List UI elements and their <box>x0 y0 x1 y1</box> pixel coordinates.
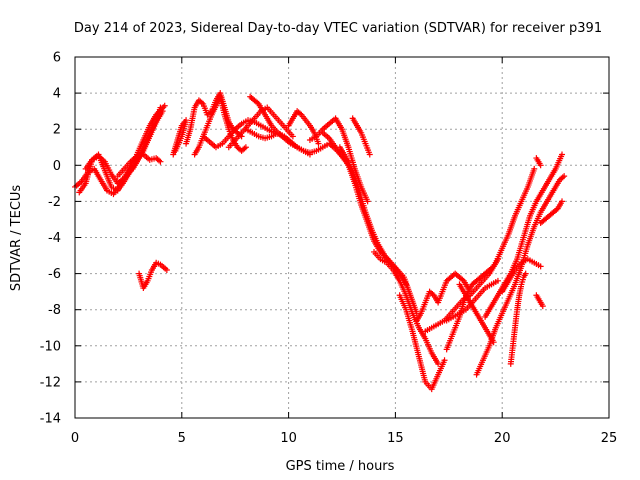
series-track-26 <box>482 151 566 320</box>
series-track-4 <box>114 151 164 180</box>
y-tick-label: 6 <box>53 51 61 66</box>
series-track-20 <box>413 270 472 324</box>
series-track-21 <box>422 165 538 335</box>
x-tick-label: 15 <box>387 431 404 446</box>
y-tick-label: -12 <box>40 375 61 390</box>
data-marks <box>72 90 568 393</box>
y-tick-label: -14 <box>40 412 61 427</box>
series-track-6 <box>170 117 190 158</box>
series-track-9 <box>200 117 284 151</box>
grid-lines <box>75 57 609 418</box>
data-point <box>364 198 371 205</box>
data-point <box>559 198 566 205</box>
data-point <box>315 140 322 147</box>
y-axis-label: SDTVAR / TECUs <box>9 185 24 292</box>
y-tick-label: -2 <box>48 195 61 210</box>
series-track-5 <box>136 259 170 292</box>
y-tick-label: -8 <box>48 303 61 318</box>
series-track-16 <box>336 144 420 317</box>
data-point <box>559 151 566 158</box>
y-tick-label: 2 <box>53 123 61 138</box>
data-point <box>172 147 179 154</box>
data-point <box>537 263 544 270</box>
data-point <box>522 270 529 277</box>
series-track-25 <box>473 173 568 378</box>
data-point <box>289 133 296 140</box>
x-tick-label: 25 <box>601 431 618 446</box>
data-point <box>366 151 373 158</box>
series-track-3 <box>82 102 168 187</box>
x-tick-label: 20 <box>494 431 511 446</box>
x-tick-label: 10 <box>280 431 297 446</box>
series-track-17 <box>349 115 373 158</box>
data-point <box>441 357 448 364</box>
chart-title: Day 214 of 2023, Sidereal Day-to-day VTE… <box>74 21 602 36</box>
data-point <box>531 165 538 172</box>
y-tick-label: 0 <box>53 159 61 174</box>
y-tick-label: 4 <box>53 87 61 102</box>
data-point <box>561 173 568 180</box>
series-track-27 <box>499 256 544 295</box>
y-tick-label: -6 <box>48 267 61 282</box>
data-point <box>537 162 544 169</box>
series-track-29 <box>533 292 546 310</box>
series-track-19 <box>396 292 448 393</box>
x-tick-label: 0 <box>71 431 79 446</box>
series-track-31 <box>537 198 566 227</box>
data-point <box>494 256 501 263</box>
y-tick-label: -4 <box>48 231 61 246</box>
series-track-24 <box>456 281 497 346</box>
data-point <box>157 158 164 165</box>
series-track-30 <box>533 155 544 169</box>
data-point <box>242 144 249 151</box>
y-axis-ticks: -14 -12 -10 -8 -6 -4 -2 0 2 4 6 <box>40 51 609 427</box>
data-point <box>161 102 168 109</box>
x-axis-label: GPS time / hours <box>286 459 395 474</box>
x-axis-ticks: 0 5 10 15 20 25 <box>71 57 617 446</box>
data-point <box>494 277 501 284</box>
data-point <box>539 303 546 310</box>
series-track-23 <box>443 256 501 353</box>
y-tick-label: -10 <box>40 339 61 354</box>
series-track-28 <box>507 270 529 367</box>
x-tick-label: 5 <box>178 431 186 446</box>
data-point <box>163 266 170 273</box>
